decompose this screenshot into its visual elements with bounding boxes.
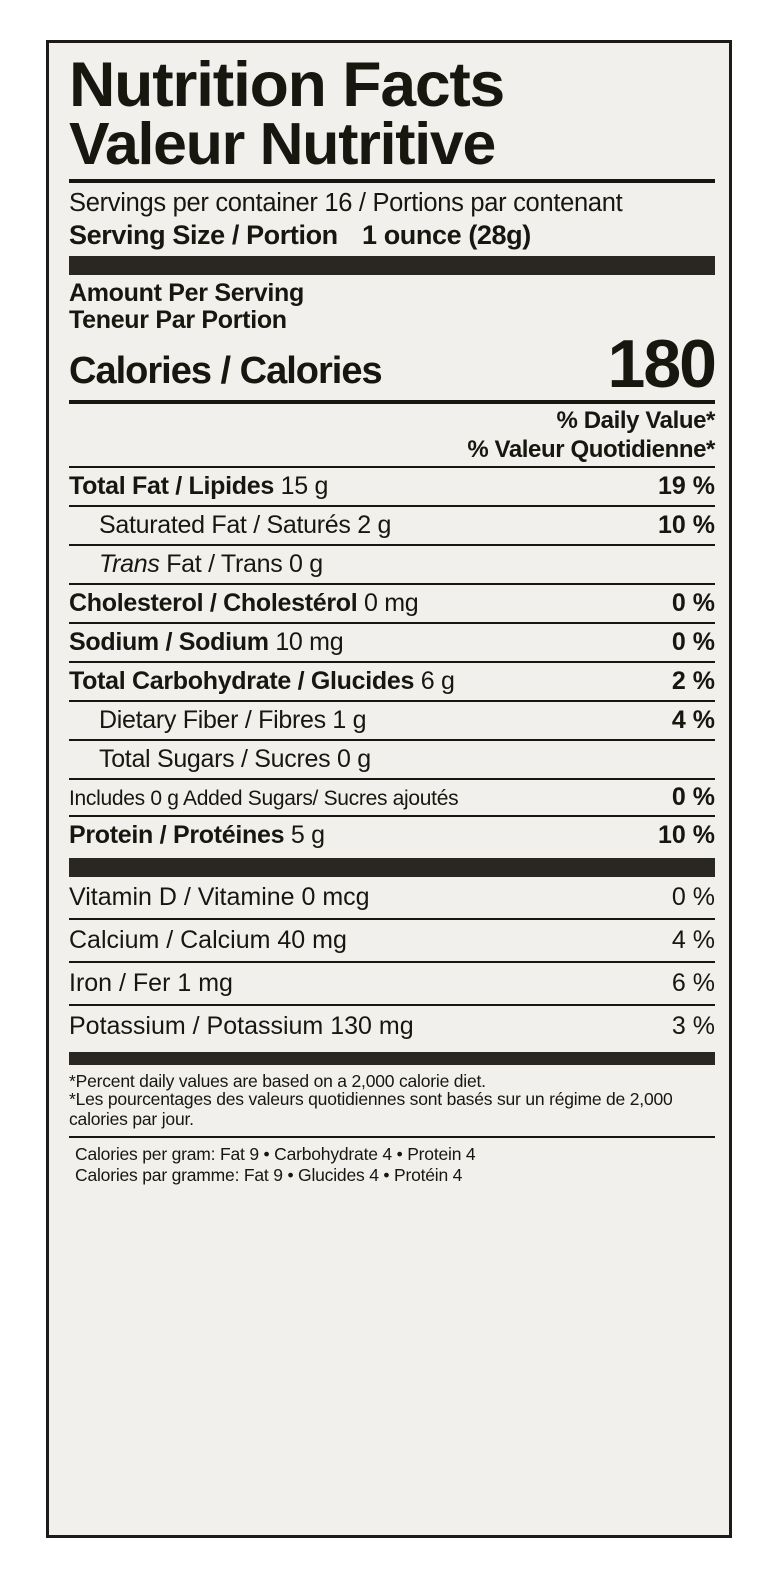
calories-label: Calories / Calories <box>69 350 383 393</box>
nutrient-row: Trans Fat / Trans 0 g <box>69 546 715 583</box>
serving-size-row: Serving Size / Portion 1 ounce (28g) <box>69 220 715 256</box>
nutrient-name: Total Carbohydrate / Glucides <box>69 666 415 695</box>
vitamin-percent: 4 % <box>671 925 715 954</box>
vitamin-percent: 3 % <box>671 1011 715 1040</box>
nutrient-percent: 2 % <box>671 666 715 695</box>
footnote-fr: *Les pourcentages des valeurs quotidienn… <box>69 1089 673 1130</box>
nutrient-row: Sodium / Sodium 10 mg 0 % <box>69 624 715 661</box>
nutrient-name: Dietary Fiber / Fibres 1 g <box>99 705 367 734</box>
daily-value-fr: % Valeur Quotidienne* <box>467 435 715 463</box>
nutrient-name: Sodium / Sodium <box>69 627 269 656</box>
divider-nutrients-top <box>69 465 715 468</box>
divider <box>69 1003 715 1006</box>
vitamin-row: Vitamin D / Vitamine 0 mcg 0 % <box>69 877 715 918</box>
vitamin-percent: 0 % <box>671 882 715 911</box>
nutrient-name: Total Sugars / Sucres 0 g <box>99 744 371 773</box>
calories-row: Calories / Calories 180 <box>69 326 717 403</box>
divider-under-calories <box>69 400 715 405</box>
vitamin-row: Iron / Fer 1 mg 6 % <box>69 963 715 1004</box>
nutrient-amount: 0 mg <box>357 588 419 617</box>
amount-per-serving-en: Amount Per Serving <box>69 279 304 308</box>
divider <box>69 777 715 780</box>
label-title-en: Nutrition Facts <box>69 50 505 120</box>
divider <box>69 738 715 741</box>
nutrient-percent: 4 % <box>671 705 715 734</box>
divider <box>69 917 715 920</box>
divider <box>69 814 715 817</box>
nutrient-row: Total Fat / Lipides 15 g 19 % <box>69 468 715 505</box>
nutrient-name: Protein / Protéines <box>69 820 285 849</box>
serving-size-label: Serving Size / Portion <box>69 220 338 251</box>
calories-per-gram-fr: Calories par gramme: Fat 9 • Glucides 4 … <box>75 1164 463 1185</box>
nutrient-row: Protein / Protéines 5 g 10 % <box>69 817 715 854</box>
divider <box>69 504 715 507</box>
divider <box>69 960 715 963</box>
calories-value: 180 <box>607 326 717 403</box>
daily-value-en: % Daily Value* <box>556 407 716 435</box>
divider <box>69 660 715 663</box>
nutrient-amount: 5 g <box>284 820 325 849</box>
nutrient-percent: 10 % <box>658 510 715 539</box>
nutrient-row: Dietary Fiber / Fibres 1 g 4 % <box>69 702 715 739</box>
nutrient-percent: 0 % <box>671 588 715 617</box>
label-title-fr: Valeur Nutritive <box>69 110 496 177</box>
nutrient-amount: Fat / Trans 0 g <box>159 549 323 578</box>
nutrient-name: Saturated Fat / Saturés 2 g <box>99 510 392 539</box>
divider-footnote <box>69 1135 715 1138</box>
nutrition-facts-label: Nutrition Facts Valeur Nutritive Serving… <box>46 40 732 1538</box>
nutrient-percent: 19 % <box>658 471 715 500</box>
divider-under-title <box>69 179 715 184</box>
divider <box>69 699 715 702</box>
calories-per-gram-en: Calories per gram: Fat 9 • Carbohydrate … <box>75 1143 476 1164</box>
vitamin-row: Potassium / Potassium 130 mg 3 % <box>69 1006 715 1047</box>
vitamin-name: Vitamin D / Vitamine 0 mcg <box>69 882 370 911</box>
divider-thick-mid <box>69 857 715 877</box>
vitamin-name: Potassium / Potassium 130 mg <box>69 1011 414 1040</box>
divider <box>69 543 715 546</box>
nutrient-row: Total Carbohydrate / Glucides 6 g 2 % <box>69 663 715 700</box>
divider <box>69 621 715 624</box>
vitamin-row: Calcium / Calcium 40 mg 4 % <box>69 920 715 961</box>
serving-size-value: 1 ounce (28g) <box>361 220 531 251</box>
footnote-en: *Percent daily values are based on a 2,0… <box>69 1070 486 1091</box>
nutrient-name-italic: Trans <box>99 549 160 578</box>
nutrient-amount: 6 g <box>414 666 455 695</box>
divider <box>69 582 715 585</box>
nutrient-name: Includes 0 g Added Sugars/ Sucres ajouté… <box>69 786 459 810</box>
amount-per-serving-fr: Teneur Par Portion <box>69 306 287 335</box>
vitamin-percent: 6 % <box>671 968 715 997</box>
divider-thick-bottom <box>69 1051 715 1065</box>
nutrient-amount: 10 mg <box>268 627 344 656</box>
nutrient-percent: 0 % <box>671 627 715 656</box>
divider-thick-top <box>69 256 715 276</box>
nutrient-name: Cholesterol / Cholestérol <box>69 588 358 617</box>
vitamin-name: Iron / Fer 1 mg <box>69 968 233 997</box>
nutrient-percent: 10 % <box>658 820 715 849</box>
nutrient-row: Saturated Fat / Saturés 2 g 10 % <box>69 507 715 544</box>
nutrient-row: Total Sugars / Sucres 0 g <box>69 741 715 778</box>
nutrient-row: Includes 0 g Added Sugars/ Sucres ajouté… <box>69 780 715 815</box>
nutrient-percent: 0 % <box>671 782 715 811</box>
nutrient-amount: 15 g <box>273 471 329 500</box>
nutrient-row: Cholesterol / Cholestérol 0 mg 0 % <box>69 585 715 622</box>
nutrient-name: Total Fat / Lipides <box>69 471 274 500</box>
servings-per-container: Servings per container 16 / Portions par… <box>69 189 623 218</box>
vitamin-name: Calcium / Calcium 40 mg <box>69 925 347 954</box>
